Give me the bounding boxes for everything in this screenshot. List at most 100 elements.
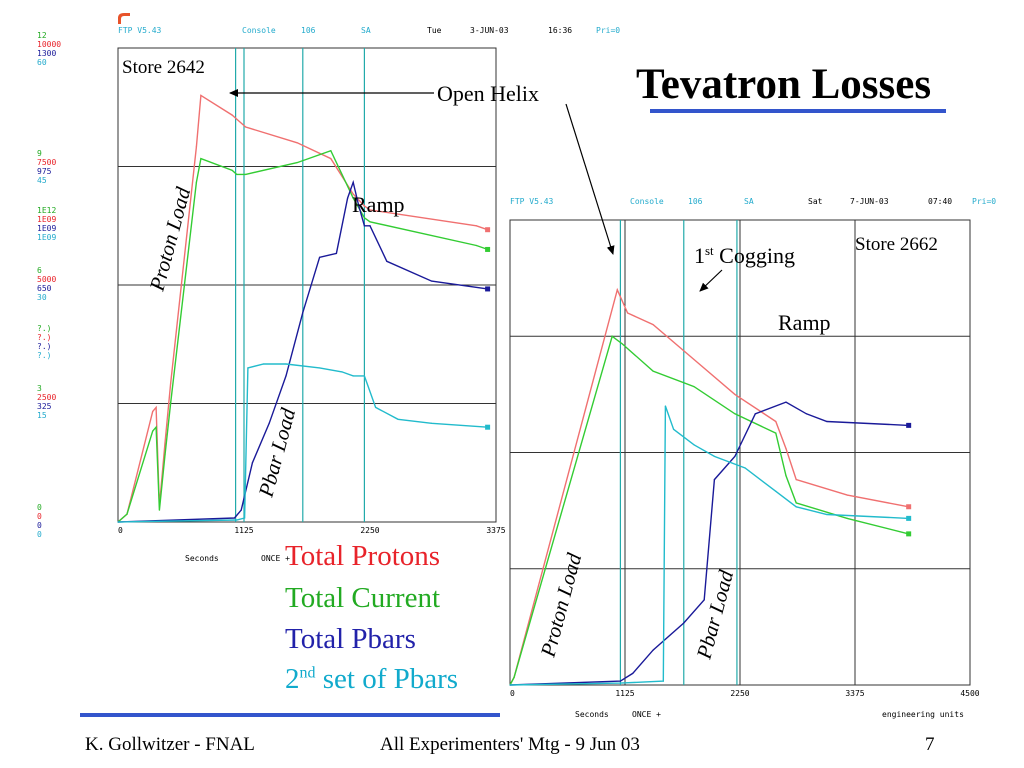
data-point (908, 506, 910, 508)
data-point (785, 475, 787, 477)
data-point (152, 410, 154, 412)
data-point (245, 173, 247, 175)
panel2-header-day: Sat (808, 197, 823, 206)
data-point (734, 393, 736, 395)
legend-second-pbars: 2nd set of Pbars (285, 663, 459, 695)
data-point (240, 509, 242, 511)
store1-label: Store 2642 (122, 57, 205, 78)
data-point (231, 169, 233, 172)
data-point (475, 244, 477, 247)
scale-label: 325 (37, 402, 52, 411)
panel1-header-prog: FTP V5.43 (118, 26, 162, 35)
panel1-xlabel-extra: ONCE + (261, 554, 290, 563)
data-point (908, 517, 910, 519)
data-point (672, 428, 675, 430)
series-line-current (509, 335, 909, 686)
footer-meeting: All Experimenters' Mtg - 9 Jun 03 (380, 734, 640, 755)
slide-title: Tevatron Losses (636, 61, 932, 108)
footer-page-number: 7 (925, 734, 935, 755)
data-point (164, 442, 166, 444)
scale-label: 1E12 (37, 206, 56, 215)
data-point (662, 680, 664, 682)
data-point (487, 288, 489, 290)
data-point (236, 118, 238, 120)
data-point (775, 490, 777, 492)
data-point (195, 181, 197, 183)
open-helix-label: Open Helix (437, 81, 539, 106)
panel2-header-pri: Pri=0 (972, 197, 996, 206)
data-point (652, 649, 654, 651)
scale-label: 0 (37, 530, 42, 539)
data-point (475, 225, 477, 227)
data-point (805, 413, 808, 415)
scale-label: ?.) (37, 342, 51, 351)
scale-label: ?.) (37, 324, 51, 333)
scale-label: 6 (37, 266, 42, 275)
data-point (509, 684, 511, 686)
scale-label: 3 (37, 384, 42, 393)
x-tick-label: 0 (118, 526, 123, 535)
x-tick-label: 0 (510, 689, 515, 698)
panel2-xlabel-right: engineering units (882, 710, 964, 719)
data-point (431, 422, 433, 424)
panel1-header-console: Console (242, 26, 276, 35)
data-point (296, 142, 298, 144)
x-tick-label: 4500 (960, 689, 979, 698)
data-point (734, 413, 736, 415)
data-point (319, 256, 321, 258)
data-point (713, 455, 716, 457)
data-point (233, 517, 236, 519)
data-point (734, 455, 736, 457)
data-point (703, 599, 705, 601)
panel2-grid (510, 220, 970, 685)
data-point (363, 375, 365, 377)
series-line-pbars2 (117, 363, 488, 523)
data-point (619, 682, 622, 684)
data-point (846, 517, 848, 519)
data-point (652, 324, 654, 326)
ramp1-label: Ramp (352, 192, 405, 217)
cogging-arrow (699, 269, 723, 292)
data-point (164, 454, 166, 456)
data-point (611, 335, 613, 337)
cogging-label: 1st Cogging (694, 243, 795, 268)
panel1-series (117, 94, 491, 523)
data-point (117, 521, 119, 523)
data-point (626, 312, 629, 314)
panel1-header-sa: SA (361, 26, 371, 35)
data-point (487, 248, 489, 251)
panel2-header-prog: FTP V5.43 (510, 197, 554, 206)
data-point (713, 479, 716, 481)
data-point (683, 622, 685, 624)
panel1-xlabel: Seconds (185, 554, 219, 563)
panel1-x-ticks: 0 1125 2250 3375 (118, 526, 506, 535)
data-point (795, 506, 797, 508)
data-point (358, 205, 360, 207)
fermilab-logo-icon (118, 13, 130, 24)
data-point (341, 371, 343, 373)
data-point (846, 494, 848, 496)
panel1-header-date: 3-JUN-03 (470, 26, 509, 35)
data-point (363, 217, 365, 219)
data-point (826, 420, 828, 423)
panel2-series (509, 287, 912, 686)
data-point (296, 161, 298, 164)
data-point (319, 367, 321, 369)
panel2-chart: 0 1125 2250 3375 4500 (509, 219, 980, 698)
legend-total-protons: Total Protons (285, 540, 441, 572)
data-point (908, 533, 910, 535)
panel1-header-time: 16:36 (548, 26, 572, 35)
data-point (397, 418, 399, 420)
data-point (513, 676, 515, 678)
data-point (352, 193, 354, 195)
data-point (152, 430, 154, 432)
data-point (826, 513, 828, 516)
legend-total-pbars: Total Pbars (285, 623, 416, 655)
data-point (369, 225, 371, 227)
data-point (908, 424, 910, 426)
scale-label: 15 (37, 411, 47, 420)
data-point (352, 197, 354, 199)
data-point (375, 406, 377, 409)
scale-label: 45 (37, 176, 47, 185)
